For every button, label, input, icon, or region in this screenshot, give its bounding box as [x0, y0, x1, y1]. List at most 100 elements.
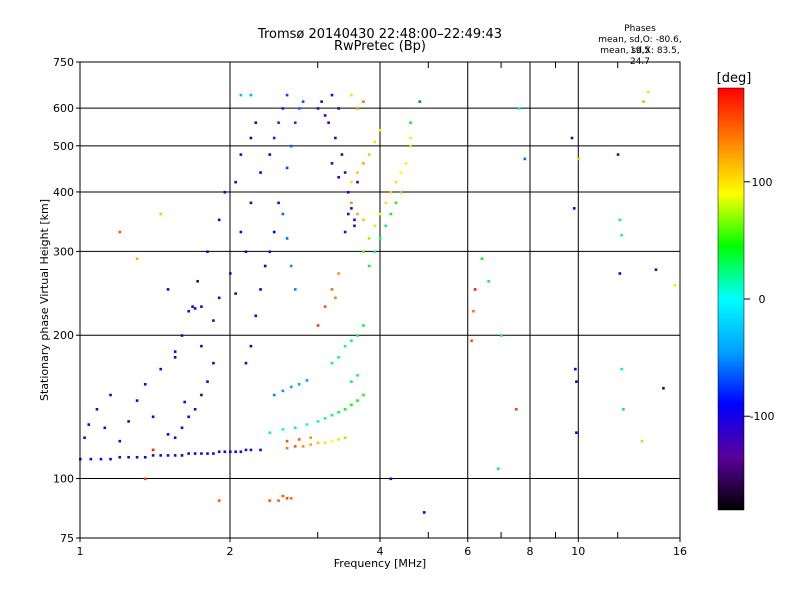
data-point	[367, 237, 371, 240]
data-point	[356, 107, 359, 110]
y-tick-label: 300	[53, 245, 74, 258]
data-point	[297, 382, 301, 386]
data-point	[239, 93, 243, 97]
data-point	[118, 230, 122, 234]
data-point	[362, 250, 365, 254]
data-point	[193, 307, 197, 310]
data-point	[206, 380, 209, 383]
y-tick-label: 200	[53, 329, 74, 342]
data-point	[620, 367, 623, 371]
data-point	[289, 497, 293, 500]
data-point	[379, 212, 382, 216]
data-point	[316, 441, 320, 445]
data-point	[620, 233, 623, 237]
data-point	[229, 272, 232, 275]
data-point	[350, 403, 353, 407]
data-point	[293, 426, 297, 430]
data-point	[259, 171, 262, 174]
data-point	[356, 180, 359, 184]
data-point	[217, 296, 221, 300]
data-point	[89, 457, 93, 461]
data-point	[254, 314, 258, 318]
data-point	[83, 436, 86, 440]
data-point	[309, 443, 313, 446]
data-point	[289, 144, 293, 148]
data-point	[384, 201, 387, 205]
data-point	[277, 121, 280, 124]
data-point	[379, 237, 382, 240]
data-point	[249, 448, 253, 452]
data-point	[394, 201, 398, 205]
y-tick-label: 75	[60, 532, 74, 545]
data-point	[293, 121, 297, 124]
colorbar-label: [deg]	[717, 71, 752, 86]
data-point	[373, 140, 377, 144]
data-point	[285, 446, 289, 450]
x-tick-label: 6	[464, 545, 471, 558]
data-point	[277, 499, 280, 502]
data-point	[323, 417, 327, 420]
data-point	[281, 212, 285, 216]
x-tick-label: 4	[377, 545, 384, 558]
data-point	[272, 393, 276, 397]
data-point	[575, 380, 578, 383]
data-point	[206, 250, 209, 254]
data-point	[143, 477, 147, 481]
data-point	[99, 457, 103, 461]
data-point	[166, 454, 170, 457]
data-point	[350, 201, 353, 205]
data-point	[187, 415, 190, 419]
data-point	[173, 356, 177, 359]
data-point	[389, 477, 393, 481]
colorbar-tick-label: 0	[759, 293, 766, 306]
data-point	[281, 494, 285, 498]
data-point	[187, 452, 190, 455]
data-point	[281, 389, 285, 393]
data-points	[79, 90, 677, 514]
data-point	[409, 136, 412, 140]
data-point	[316, 324, 320, 327]
data-point	[272, 136, 276, 140]
data-point	[212, 452, 215, 455]
data-point	[254, 121, 258, 124]
data-point	[362, 162, 365, 165]
data-point	[654, 268, 658, 272]
data-point	[249, 344, 253, 348]
data-point	[327, 121, 330, 124]
data-point	[206, 452, 209, 455]
data-point	[293, 288, 297, 291]
data-point	[135, 399, 139, 402]
data-point	[616, 153, 620, 156]
data-point	[340, 153, 344, 156]
data-point	[394, 180, 398, 184]
data-point	[640, 439, 644, 443]
data-point	[330, 361, 334, 365]
data-point	[180, 454, 184, 457]
data-point	[187, 309, 190, 313]
x-tick-label: 16	[673, 545, 687, 558]
data-point	[330, 439, 334, 443]
data-point	[362, 100, 365, 103]
data-point	[127, 420, 130, 423]
data-point	[500, 334, 503, 337]
data-point	[316, 107, 320, 110]
y-tick-label: 100	[53, 473, 74, 486]
data-point	[350, 207, 353, 210]
data-point	[239, 450, 243, 454]
data-point	[135, 257, 139, 261]
x-tick-label: 1	[77, 545, 84, 558]
data-point	[118, 439, 122, 443]
data-point	[285, 497, 289, 500]
data-point	[337, 107, 340, 110]
data-point	[159, 454, 163, 457]
axes: 1 2 4 6 8 10 16 75 100 200 300 400 500 600 750	[53, 56, 687, 558]
data-point	[200, 344, 203, 348]
data-point	[285, 93, 289, 97]
data-point	[367, 264, 371, 268]
data-point	[272, 230, 276, 234]
data-point	[103, 426, 107, 430]
data-point	[180, 334, 184, 337]
data-point	[159, 367, 163, 371]
y-tick-label: 600	[53, 102, 74, 115]
data-point	[337, 175, 340, 179]
